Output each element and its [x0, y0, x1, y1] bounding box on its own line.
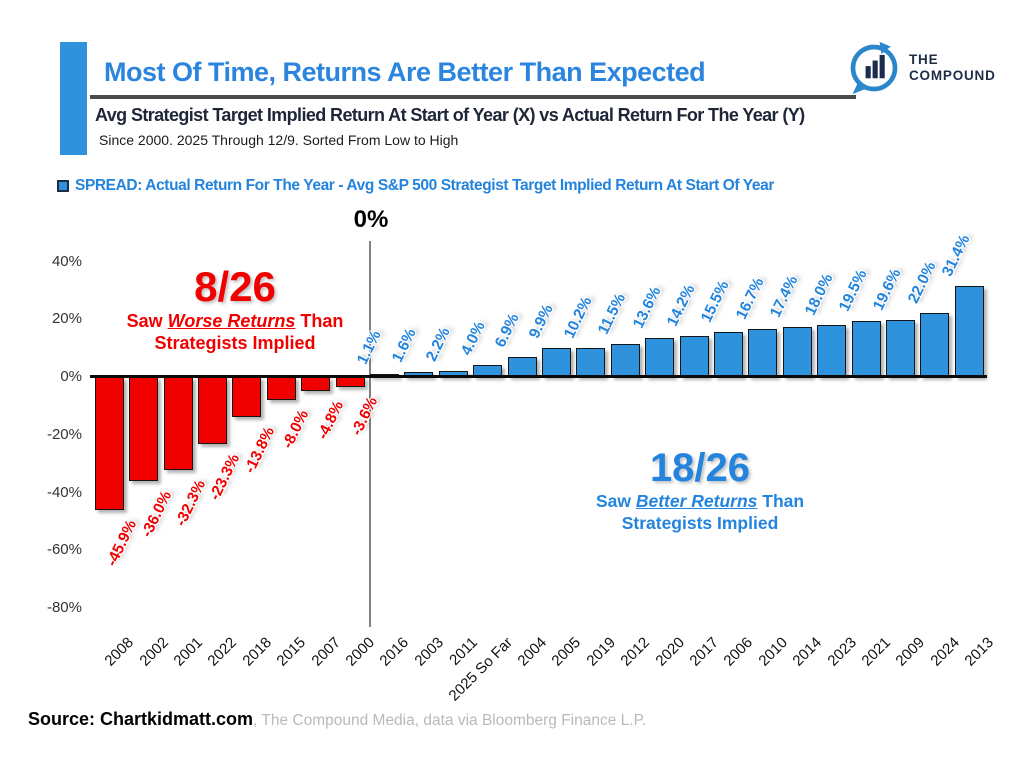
worse-count: 8/26 — [194, 263, 276, 310]
bar-2015 — [266, 377, 296, 401]
better-line1: Saw Better Returns Than — [595, 491, 805, 511]
bar-2013 — [954, 286, 984, 377]
bar-value-label-2024: 22.0% — [904, 259, 940, 307]
bar-value-label-2023: 18.0% — [801, 271, 837, 319]
y-axis-label--40: -40% — [46, 483, 82, 501]
compound-chart-bubble-icon — [850, 41, 898, 95]
bar-2019 — [576, 347, 606, 377]
title-underline — [90, 95, 856, 99]
bar-2001 — [163, 377, 193, 471]
page-title: Most Of Time, Returns Are Better Than Ex… — [104, 57, 706, 87]
bar-value-label-2021: 19.5% — [835, 266, 871, 314]
bar-2021 — [851, 320, 881, 377]
bar-value-label-2005: 9.9% — [526, 302, 558, 342]
bar-value-label-2020: 13.6% — [629, 283, 665, 331]
the-compound-logo: THE COMPOUND — [846, 40, 996, 96]
bar-2005 — [541, 348, 571, 377]
bar-2018 — [232, 377, 262, 417]
y-axis-label--80: -80% — [46, 599, 82, 616]
bar-2007 — [301, 377, 331, 391]
logo-wordmark: THE COMPOUND — [909, 52, 996, 84]
logo-line1: THE — [909, 52, 939, 67]
zero-divider-line — [369, 241, 371, 627]
bar-2023 — [817, 325, 847, 377]
bar-2004 — [507, 357, 537, 377]
bar-2014 — [782, 326, 812, 377]
legend-square-icon — [57, 180, 69, 192]
source-bold: Source: Chartkidmatt.com — [28, 709, 254, 729]
bar-2024 — [920, 313, 950, 377]
y-axis-label-40: 40% — [51, 252, 82, 270]
bar-value-label-2010: 16.7% — [732, 274, 768, 322]
bar-value-label-2011: 2.2% — [423, 324, 454, 364]
bar-value-label-2012: 11.5% — [595, 290, 630, 337]
chart-note: Since 2000. 2025 Through 12/9. Sorted Fr… — [99, 132, 459, 148]
bar-2008 — [94, 377, 124, 510]
bar-value-label-2006: 15.5% — [698, 278, 733, 326]
bar-value-label-2014: 17.4% — [767, 272, 802, 320]
bar-2012 — [610, 343, 640, 377]
bar-2000 — [335, 377, 365, 388]
title-accent-bar — [60, 42, 87, 155]
y-axis-label-0: 0% — [60, 368, 82, 385]
bar-value-label-2017: 14.2% — [663, 282, 699, 330]
bar-value-label-2009: 19.6% — [870, 266, 905, 314]
chart-legend: SPREAD: Actual Return For The Year - Avg… — [57, 177, 774, 195]
source-rest: , The Compound Media, data via Bloomberg… — [253, 712, 647, 729]
bar-2002 — [129, 377, 159, 481]
worse-returns-annotation: 8/26 Saw Worse Returns Than Strategists … — [95, 264, 375, 354]
arrow-head-icon — [879, 41, 891, 54]
bar-2022 — [197, 377, 227, 445]
bar-2006 — [713, 332, 743, 377]
bar-2010 — [748, 328, 778, 377]
bar-value-label-2013: 31.4% — [939, 232, 974, 280]
zero-divider-label: 0% — [353, 206, 389, 233]
y-axis-label-20: 20% — [51, 310, 82, 328]
source-line: Source: Chartkidmatt.com, The Compound M… — [28, 709, 646, 730]
logo-line2: COMPOUND — [909, 68, 996, 83]
bar-value-label-2004: 6.9% — [491, 310, 523, 351]
zero-baseline — [90, 375, 987, 378]
bar-value-label-2025-so-far: 4.0% — [457, 319, 489, 359]
bar-2009 — [885, 320, 915, 377]
bar-value-label-2019: 10.2% — [560, 293, 596, 341]
bar-2020 — [645, 337, 675, 377]
worse-line1: Saw Worse Returns Than — [126, 311, 344, 331]
bubble-tail-icon — [852, 82, 867, 95]
y-axis-label--60: -60% — [46, 541, 82, 559]
bar-2017 — [679, 335, 709, 377]
bar-value-label-2003: 1.6% — [388, 326, 420, 366]
better-count: 18/26 — [649, 446, 751, 490]
better-line2: Strategists Implied — [621, 513, 779, 533]
chart-subtitle: Avg Strategist Target Implied Return At … — [95, 105, 805, 125]
legend-label: SPREAD: Actual Return For The Year - Avg… — [75, 177, 774, 194]
better-returns-annotation: 18/26 Saw Better Returns Than Strategist… — [555, 446, 845, 534]
worse-line2: Strategists Implied — [154, 333, 316, 353]
y-axis-label--20: -20% — [46, 425, 82, 443]
